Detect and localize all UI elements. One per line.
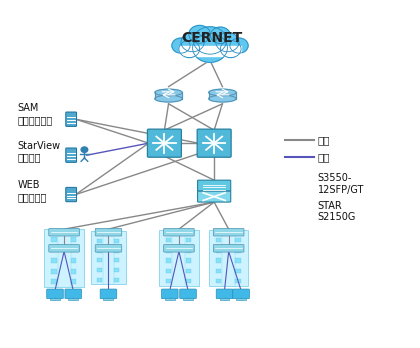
- Bar: [215, 238, 221, 242]
- Bar: [97, 248, 102, 253]
- Bar: [183, 298, 193, 300]
- Circle shape: [172, 38, 190, 53]
- FancyBboxPatch shape: [66, 148, 76, 163]
- Bar: [50, 298, 60, 300]
- FancyBboxPatch shape: [180, 289, 196, 299]
- Circle shape: [230, 38, 248, 53]
- Bar: [71, 237, 76, 242]
- Bar: [51, 269, 57, 274]
- Bar: [103, 298, 113, 300]
- Text: WEB
自助服务器: WEB 自助服务器: [17, 180, 47, 202]
- Bar: [51, 248, 57, 252]
- Text: CERNET: CERNET: [181, 31, 243, 45]
- Ellipse shape: [155, 89, 182, 96]
- Bar: [97, 268, 102, 272]
- Bar: [71, 279, 76, 284]
- Text: 百兆: 百兆: [318, 152, 330, 162]
- FancyBboxPatch shape: [65, 289, 81, 299]
- FancyBboxPatch shape: [163, 228, 194, 236]
- Bar: [91, 231, 126, 284]
- Bar: [97, 239, 102, 243]
- Bar: [71, 258, 76, 263]
- Bar: [209, 93, 236, 99]
- Bar: [186, 248, 191, 253]
- Bar: [215, 279, 221, 283]
- FancyBboxPatch shape: [66, 112, 76, 126]
- Ellipse shape: [209, 89, 236, 96]
- Bar: [165, 298, 175, 300]
- FancyBboxPatch shape: [233, 289, 249, 299]
- Bar: [68, 298, 78, 300]
- Text: S3550-
12SFP/GT: S3550- 12SFP/GT: [318, 173, 364, 195]
- Bar: [166, 279, 171, 283]
- Circle shape: [194, 27, 226, 54]
- Circle shape: [216, 33, 239, 52]
- Bar: [97, 258, 102, 262]
- Bar: [215, 269, 221, 273]
- FancyBboxPatch shape: [216, 289, 233, 299]
- Text: SAM
认证计费系统: SAM 认证计费系统: [17, 103, 52, 125]
- Bar: [114, 278, 119, 282]
- Ellipse shape: [155, 95, 182, 102]
- Bar: [215, 258, 221, 263]
- Circle shape: [210, 27, 230, 44]
- FancyBboxPatch shape: [49, 228, 79, 236]
- Bar: [45, 229, 84, 287]
- FancyBboxPatch shape: [95, 245, 122, 252]
- FancyBboxPatch shape: [213, 228, 244, 236]
- Circle shape: [220, 40, 241, 57]
- Circle shape: [193, 34, 227, 62]
- Bar: [71, 248, 76, 252]
- Bar: [114, 239, 119, 243]
- Bar: [51, 237, 57, 242]
- FancyBboxPatch shape: [147, 129, 181, 157]
- Bar: [236, 298, 246, 300]
- FancyBboxPatch shape: [162, 289, 178, 299]
- Text: 千兆: 千兆: [318, 135, 330, 145]
- Bar: [159, 230, 199, 286]
- Ellipse shape: [209, 95, 236, 102]
- Text: STAR
S2150G: STAR S2150G: [318, 201, 356, 222]
- FancyBboxPatch shape: [163, 245, 194, 252]
- Bar: [186, 238, 191, 242]
- Bar: [209, 230, 248, 286]
- Bar: [71, 269, 76, 274]
- Text: StarView
管理平台: StarView 管理平台: [17, 141, 60, 163]
- Bar: [235, 258, 241, 263]
- Bar: [114, 268, 119, 272]
- Bar: [97, 278, 102, 282]
- FancyBboxPatch shape: [49, 245, 79, 252]
- Bar: [186, 269, 191, 273]
- Bar: [51, 279, 57, 284]
- Bar: [186, 258, 191, 263]
- FancyBboxPatch shape: [197, 129, 231, 157]
- FancyBboxPatch shape: [95, 228, 122, 236]
- FancyBboxPatch shape: [66, 187, 76, 202]
- Bar: [215, 248, 221, 253]
- FancyBboxPatch shape: [197, 191, 231, 202]
- Bar: [235, 238, 241, 242]
- Bar: [186, 279, 191, 283]
- FancyBboxPatch shape: [213, 245, 244, 252]
- FancyBboxPatch shape: [100, 289, 117, 299]
- Bar: [155, 93, 182, 99]
- Bar: [235, 269, 241, 273]
- Bar: [114, 258, 119, 262]
- Bar: [235, 279, 241, 283]
- Circle shape: [81, 147, 88, 152]
- Circle shape: [189, 25, 210, 43]
- Bar: [220, 298, 229, 300]
- Bar: [235, 248, 241, 253]
- Circle shape: [179, 40, 199, 57]
- FancyBboxPatch shape: [197, 180, 231, 191]
- Circle shape: [181, 33, 204, 52]
- Bar: [166, 258, 171, 263]
- Bar: [166, 238, 171, 242]
- Bar: [166, 248, 171, 253]
- Bar: [51, 258, 57, 263]
- FancyBboxPatch shape: [179, 46, 241, 56]
- Bar: [166, 269, 171, 273]
- FancyBboxPatch shape: [47, 289, 63, 299]
- Bar: [114, 248, 119, 253]
